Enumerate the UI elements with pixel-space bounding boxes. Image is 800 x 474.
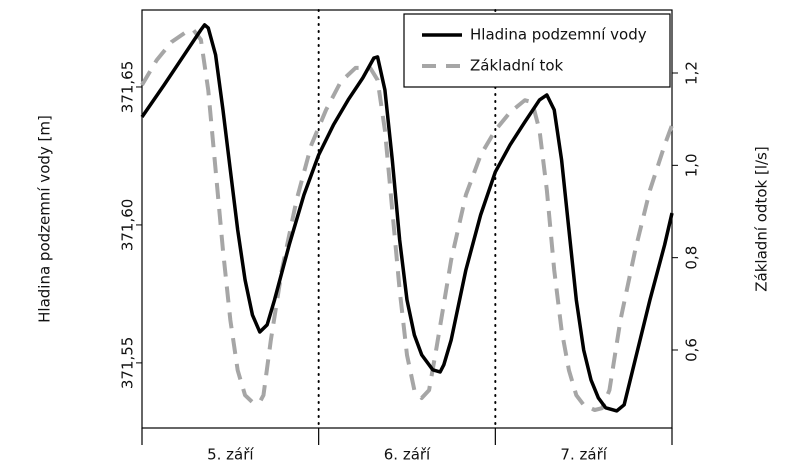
legend-label: Základní tok — [470, 57, 564, 75]
y2-axis-title: Základní odtok [l/s] — [753, 146, 771, 291]
y-axis-title: Hladina podzemní vody [m] — [36, 115, 54, 323]
y2-tick-label: 1,2 — [683, 61, 701, 85]
x-tick-label: 7. září — [560, 446, 607, 464]
y-tick-label: 371,55 — [119, 337, 137, 390]
y2-tick-label: 1,0 — [683, 153, 701, 177]
y2-tick-label: 0,6 — [683, 338, 701, 362]
legend-box — [403, 13, 671, 88]
y-tick-label: 371,60 — [119, 199, 137, 252]
legend-label: Hladina podzemní vody — [470, 26, 647, 44]
x-tick-label: 5. září — [207, 446, 254, 464]
series-line — [140, 28, 674, 412]
x-tick-label: 6. září — [384, 446, 431, 464]
series-line — [140, 23, 674, 413]
y-tick-label: 371,65 — [119, 61, 137, 114]
y2-tick-label: 0,8 — [683, 246, 701, 270]
